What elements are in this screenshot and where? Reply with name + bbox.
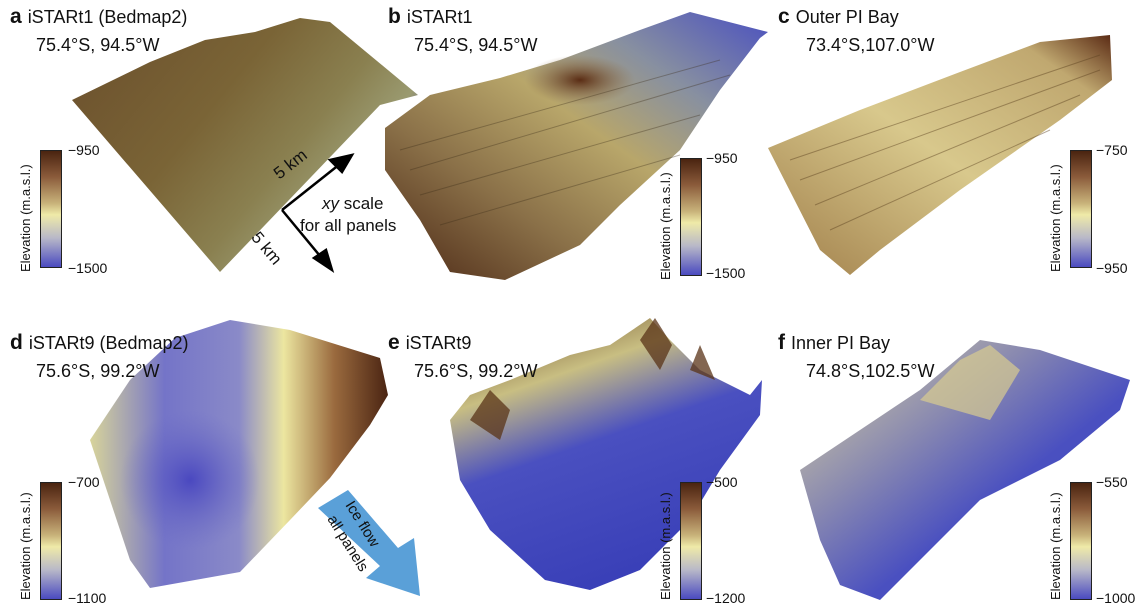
colorbar-b-min: −1500 — [706, 265, 746, 281]
colorbar-a-label: Elevation (m.a.s.l.) — [18, 164, 33, 272]
panel-title-text: iSTARt9 (Bedmap2) — [28, 333, 189, 353]
panel-letter: d — [10, 331, 23, 354]
colorbar-c — [1070, 150, 1092, 268]
colorbar-d-max: −700 — [68, 474, 100, 490]
panel-title-text: iSTARt1 — [406, 7, 473, 27]
colorbar-e — [680, 482, 702, 600]
colorbar-a-max: −950 — [68, 142, 100, 158]
surface-e — [450, 318, 762, 590]
panel-title-text: Outer PI Bay — [795, 7, 899, 27]
ice-flow-arrow — [318, 490, 420, 596]
scale-caption-2: for all panels — [300, 216, 397, 235]
panel-f-title: f Inner PI Bay — [778, 332, 890, 354]
panel-d-title: d iSTARt9 (Bedmap2) — [10, 332, 189, 354]
panel-c-title: c Outer PI Bay — [778, 6, 899, 28]
panel-b-title: b iSTARt1 — [388, 6, 473, 28]
panel-title-text: iSTARt1 (Bedmap2) — [27, 7, 188, 27]
panel-a-title: a iSTARt1 (Bedmap2) — [10, 6, 187, 28]
panel-letter: c — [778, 5, 790, 28]
colorbar-f-max: −550 — [1096, 474, 1128, 490]
colorbar-d-label: Elevation (m.a.s.l.) — [18, 492, 33, 600]
surface-a — [72, 18, 418, 272]
panel-letter: e — [388, 331, 400, 354]
panel-title-text: iSTARt9 — [405, 333, 472, 353]
panel-letter: b — [388, 5, 401, 28]
colorbar-f-label: Elevation (m.a.s.l.) — [1048, 492, 1063, 600]
colorbar-f-min: −1000 — [1096, 590, 1135, 606]
panel-b-coords: 75.4°S, 94.5°W — [414, 35, 538, 55]
colorbar-c-label: Elevation (m.a.s.l.) — [1048, 164, 1063, 272]
panel-a-coords: 75.4°S, 94.5°W — [36, 35, 160, 55]
colorbar-c-min: −950 — [1096, 260, 1128, 276]
surface-c — [768, 35, 1112, 275]
colorbar-f — [1070, 482, 1092, 600]
colorbar-e-label: Elevation (m.a.s.l.) — [658, 492, 673, 600]
colorbar-b-max: −950 — [706, 150, 738, 166]
colorbar-e-min: −1200 — [706, 590, 746, 606]
panel-e-coords: 75.6°S, 99.2°W — [414, 361, 538, 381]
colorbar-d-min: −1100 — [68, 590, 107, 606]
panel-e-title: e iSTARt9 — [388, 332, 471, 354]
panel-c-coords: 73.4°S,107.0°W — [806, 35, 935, 55]
scale-word: scale — [339, 194, 384, 213]
colorbar-a — [40, 150, 62, 268]
colorbar-b — [680, 158, 702, 276]
panel-d-coords: 75.6°S, 99.2°W — [36, 361, 160, 381]
scale-arrows — [281, 153, 355, 273]
panel-letter: a — [10, 5, 22, 28]
panel-f-coords: 74.8°S,102.5°W — [806, 361, 935, 381]
surface-f — [800, 340, 1130, 600]
panel-letter: f — [778, 331, 785, 354]
colorbar-e-max: −500 — [706, 474, 738, 490]
colorbar-d — [40, 482, 62, 600]
colorbar-c-max: −750 — [1096, 142, 1128, 158]
colorbar-a-min: −1500 — [68, 260, 108, 276]
panel-title-text: Inner PI Bay — [791, 333, 891, 353]
colorbar-b-label: Elevation (m.a.s.l.) — [658, 172, 673, 280]
scale-caption-1: xy scale — [322, 194, 383, 214]
surface-b — [385, 12, 768, 280]
scale-xy: xy — [322, 194, 339, 213]
